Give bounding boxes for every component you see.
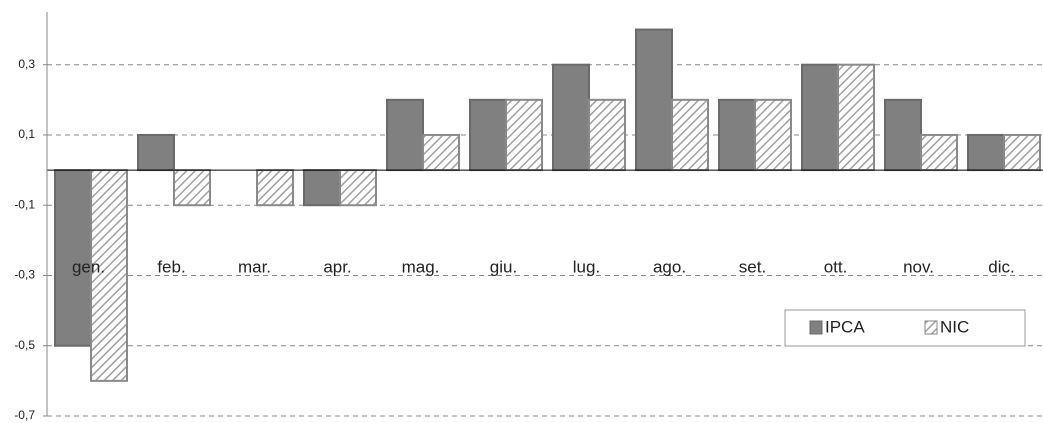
bar <box>967 133 1005 172</box>
y-tick-label: 0,3 <box>18 57 35 71</box>
bar <box>552 63 590 172</box>
bar <box>754 98 792 172</box>
bar <box>54 169 92 347</box>
y-tick-label: -0,7 <box>14 408 35 422</box>
bar <box>718 98 756 172</box>
bar <box>635 28 673 172</box>
bar <box>303 169 341 207</box>
x-tick-label: ago. <box>653 257 686 276</box>
y-tick-label: -0,3 <box>14 268 35 282</box>
legend-swatch <box>809 320 823 335</box>
y-tick-label: -0,1 <box>14 197 35 211</box>
bar <box>837 63 875 172</box>
x-tick-label: dic. <box>988 257 1014 276</box>
bar <box>469 98 507 172</box>
legend-label: NIC <box>940 317 969 336</box>
x-tick-label: apr. <box>323 257 351 276</box>
bar <box>505 98 543 172</box>
bar <box>671 98 709 172</box>
x-tick-label: ott. <box>824 257 848 276</box>
bar <box>339 169 377 207</box>
x-tick-label: lug. <box>573 257 600 276</box>
x-tick-label: gen. <box>72 257 105 276</box>
bar <box>588 98 626 172</box>
bar <box>256 169 294 207</box>
bar <box>920 133 958 172</box>
bar <box>801 63 839 172</box>
bar <box>884 98 922 172</box>
x-tick-label: nov. <box>903 257 934 276</box>
legend-box <box>784 309 1026 347</box>
bar <box>137 133 175 172</box>
x-tick-label: feb. <box>157 257 185 276</box>
bar <box>386 98 424 172</box>
x-tick-label: mag. <box>402 257 440 276</box>
bar <box>1003 133 1041 172</box>
x-tick-label: mar. <box>238 257 271 276</box>
y-tick-label: 0,1 <box>18 127 35 141</box>
legend-swatch <box>924 320 938 335</box>
x-tick-label: giu. <box>490 257 517 276</box>
y-tick-label: -0,5 <box>14 338 35 352</box>
legend-label: IPCA <box>825 317 865 336</box>
bar <box>422 133 460 172</box>
bar <box>173 169 211 207</box>
x-tick-label: set. <box>739 257 766 276</box>
